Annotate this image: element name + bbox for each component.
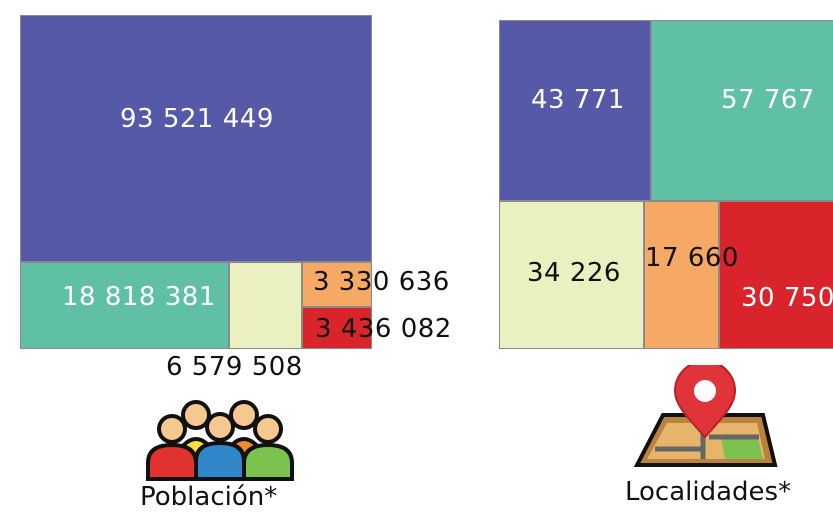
- cell-57767: [651, 20, 833, 201]
- value-label: 93 521 449: [120, 104, 274, 134]
- cell-3330636: [302, 262, 372, 307]
- value-label: 18 818 381: [62, 282, 216, 312]
- cell-43771: [499, 20, 651, 201]
- caption-localidades: Localidades*: [625, 477, 792, 507]
- map-location-pin-icon: [633, 365, 778, 467]
- caption-poblacion: Población*: [140, 482, 278, 512]
- value-label: 30 750: [741, 283, 833, 313]
- cell-93521449: [20, 15, 372, 262]
- people-group-icon: [146, 400, 294, 481]
- value-label: 17 660: [645, 243, 739, 273]
- value-label: 57 767: [721, 85, 815, 115]
- cell-6579508: [229, 262, 302, 349]
- cell-34226: [499, 201, 644, 349]
- cell-30750: [719, 201, 833, 349]
- value-label: 3 330 636: [313, 267, 450, 297]
- value-label: 6 579 508: [166, 352, 303, 382]
- value-label: 3 436 082: [315, 314, 452, 344]
- cell-18818381: [20, 262, 229, 349]
- cell-17660: [644, 201, 719, 349]
- value-label: 43 771: [531, 85, 625, 115]
- value-label: 34 226: [527, 258, 621, 288]
- cell-3436082: [302, 307, 372, 349]
